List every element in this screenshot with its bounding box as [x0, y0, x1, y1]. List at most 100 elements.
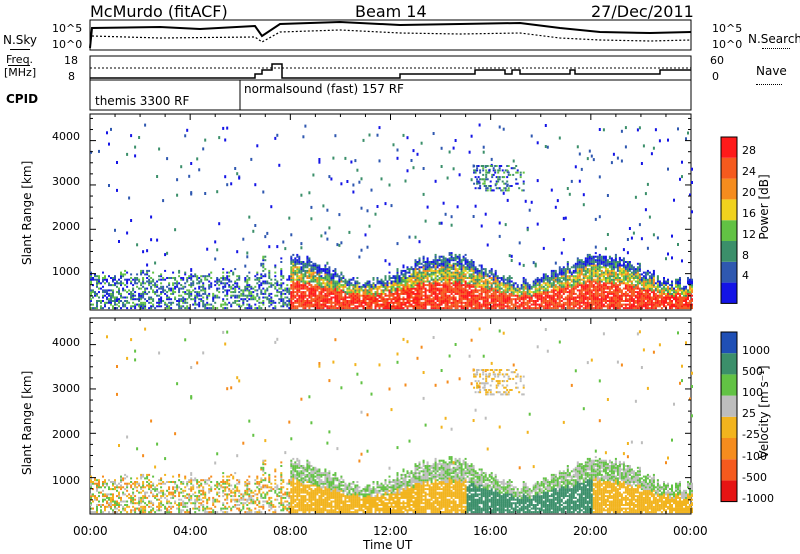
data-cell [112, 294, 114, 297]
data-cell [558, 277, 561, 279]
data-cell [586, 285, 589, 288]
data-cell [614, 282, 617, 285]
data-cell [434, 255, 437, 258]
data-cell [156, 294, 159, 297]
data-cell [376, 305, 379, 308]
data-cell [112, 278, 114, 281]
data-cell [630, 268, 633, 271]
data-cell [350, 160, 353, 164]
data-cell [454, 296, 457, 299]
data-cell [126, 301, 129, 304]
data-cell [628, 285, 631, 288]
data-cell [154, 291, 157, 294]
data-cell [608, 303, 611, 306]
data-cell [408, 268, 411, 271]
data-cell [588, 271, 591, 274]
data-cell [474, 278, 477, 281]
data-cell [338, 291, 341, 294]
data-cell [246, 294, 249, 297]
data-cell [456, 268, 459, 271]
data-cell [362, 294, 365, 297]
data-cell [222, 300, 225, 302]
data-cell [346, 287, 349, 290]
data-cell [146, 271, 149, 274]
data-cell [612, 266, 615, 269]
data-cell [148, 307, 151, 310]
data-cell [462, 255, 465, 258]
data-cell [612, 291, 615, 294]
cpid-program-2: normalsound (fast) 157 RF [244, 82, 404, 96]
data-cell [382, 303, 385, 306]
data-cell [186, 277, 189, 279]
data-cell [626, 287, 629, 290]
data-cell [562, 266, 565, 269]
data-cell [310, 273, 313, 276]
data-cell [594, 289, 597, 292]
data-cell [466, 298, 469, 301]
data-cell [302, 264, 305, 267]
data-cell [560, 291, 563, 294]
data-cell [426, 303, 429, 306]
data-cell [616, 266, 619, 269]
data-cell [404, 179, 407, 183]
data-cell [298, 282, 301, 285]
data-cell [534, 300, 537, 302]
data-cell [328, 294, 331, 297]
data-cell [438, 291, 441, 294]
data-cell [434, 289, 437, 292]
data-cell [396, 289, 399, 292]
data-cell [598, 305, 601, 308]
data-cell [434, 292, 437, 295]
data-cell [390, 287, 393, 290]
data-cell [528, 307, 531, 310]
data-cell [376, 303, 379, 306]
data-cell [238, 303, 241, 306]
data-cell [306, 269, 309, 272]
data-cell [174, 291, 177, 294]
data-cell [114, 282, 116, 285]
data-cell [302, 305, 305, 308]
data-cell [384, 275, 387, 278]
data-cell [306, 275, 309, 278]
data-cell [578, 271, 581, 274]
data-cell [430, 275, 433, 278]
data-cell [388, 278, 391, 281]
data-cell [430, 301, 433, 304]
data-cell [600, 280, 603, 283]
data-cell [512, 305, 515, 308]
data-cell [128, 289, 131, 292]
data-cell [280, 287, 283, 290]
data-cell [358, 291, 361, 294]
data-cell [384, 300, 387, 302]
data-cell [648, 298, 651, 301]
data-cell [330, 284, 333, 287]
data-cell [476, 285, 479, 288]
data-cell [416, 278, 419, 281]
data-cell [388, 301, 391, 304]
data-cell [506, 291, 509, 294]
data-cell [182, 278, 185, 281]
data-cell [524, 292, 527, 295]
data-cell [432, 278, 435, 281]
data-cell [170, 303, 173, 306]
data-cell [318, 307, 321, 310]
data-cell [314, 278, 317, 281]
data-cell [562, 301, 565, 304]
data-cell [590, 291, 593, 294]
data-cell [420, 282, 423, 285]
data-cell [614, 303, 617, 306]
data-cell [512, 282, 515, 285]
data-cell [484, 292, 487, 295]
data-cell [126, 231, 129, 235]
data-cell [490, 298, 493, 301]
data-cell [236, 294, 239, 297]
data-cell [424, 303, 427, 306]
data-cell [258, 278, 261, 281]
data-cell [434, 303, 437, 306]
data-cell [492, 277, 495, 279]
data-cell [358, 296, 361, 299]
data-cell [352, 298, 355, 301]
data-cell [448, 289, 451, 292]
data-cell [402, 298, 405, 301]
data-cell [166, 307, 169, 310]
